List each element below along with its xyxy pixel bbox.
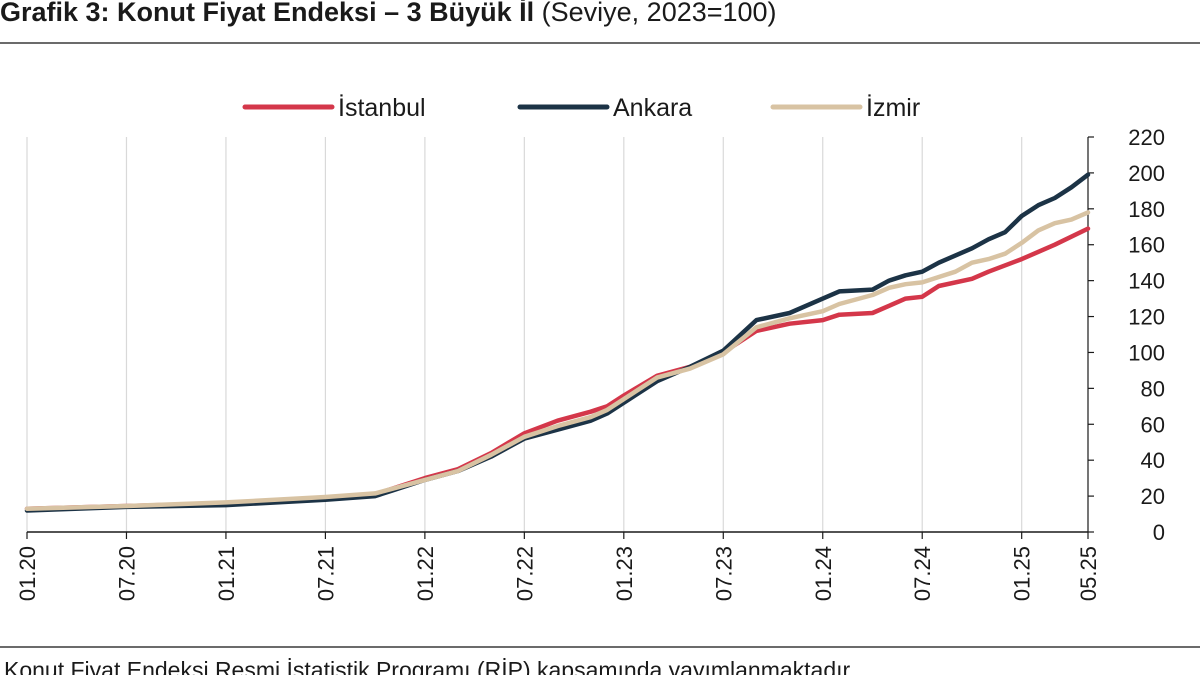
x-tick-label: 01.22: [413, 546, 438, 601]
series-line: [24, 172, 1091, 513]
chart-legend: İstanbul Ankara İzmir: [242, 93, 920, 122]
x-tick-label: 07.20: [114, 546, 139, 601]
x-tick-label: 07.21: [313, 546, 338, 601]
title-divider: [0, 42, 1200, 44]
y-tick-label: 60: [1141, 412, 1165, 437]
legend-label: İzmir: [866, 93, 920, 122]
x-tick-label: 01.20: [15, 546, 40, 601]
footer-divider: [0, 646, 1200, 648]
x-tick-label: 07.23: [711, 546, 736, 601]
x-tick-label: 07.22: [512, 546, 537, 601]
legend-label: Ankara: [613, 94, 692, 122]
chart-title-main: Grafik 3: Konut Fiyat Endeksi – 3 Büyük …: [0, 0, 535, 27]
y-tick-label: 220: [1128, 125, 1165, 150]
source-note: Konut Fiyat Endeksi Resmi İstatistik Pro…: [4, 657, 856, 675]
y-tick-label: 200: [1128, 161, 1165, 186]
y-tick-label: 100: [1128, 340, 1165, 365]
y-tick-label: 180: [1128, 197, 1165, 222]
chart-title-subtitle: (Seviye, 2023=100): [534, 0, 777, 27]
x-tick-label: 05.25: [1076, 546, 1101, 601]
y-tick-label: 40: [1141, 448, 1165, 473]
y-tick-label: 120: [1128, 305, 1165, 330]
chart-grid: [26, 137, 1023, 532]
x-tick-label: 01.24: [811, 546, 836, 601]
y-tick-label: 20: [1141, 484, 1165, 509]
x-tick-label: 01.25: [1010, 546, 1035, 601]
legend-label: İstanbul: [338, 93, 426, 122]
y-tick-label: 140: [1128, 269, 1165, 294]
y-tick-label: 0: [1153, 520, 1165, 545]
x-tick-label: 01.21: [214, 546, 239, 601]
chart-axes: 01.20 07.20 01.21 07.21 01.22 07.22 01.23 07.23…: [15, 125, 1165, 601]
y-tick-label: 160: [1128, 233, 1165, 258]
x-tick-label: 01.23: [612, 546, 637, 601]
line-chart: İstanbul Ankara İzmir 01.20 07.20 01.21 07.21…: [15, 93, 1165, 601]
series-line: [24, 210, 1091, 511]
y-tick-label: 80: [1141, 376, 1165, 401]
chart-series: [24, 172, 1091, 513]
chart-title: Grafik 3: Konut Fiyat Endeksi – 3 Büyük …: [0, 0, 1200, 30]
x-tick-label: 07.24: [910, 546, 935, 601]
